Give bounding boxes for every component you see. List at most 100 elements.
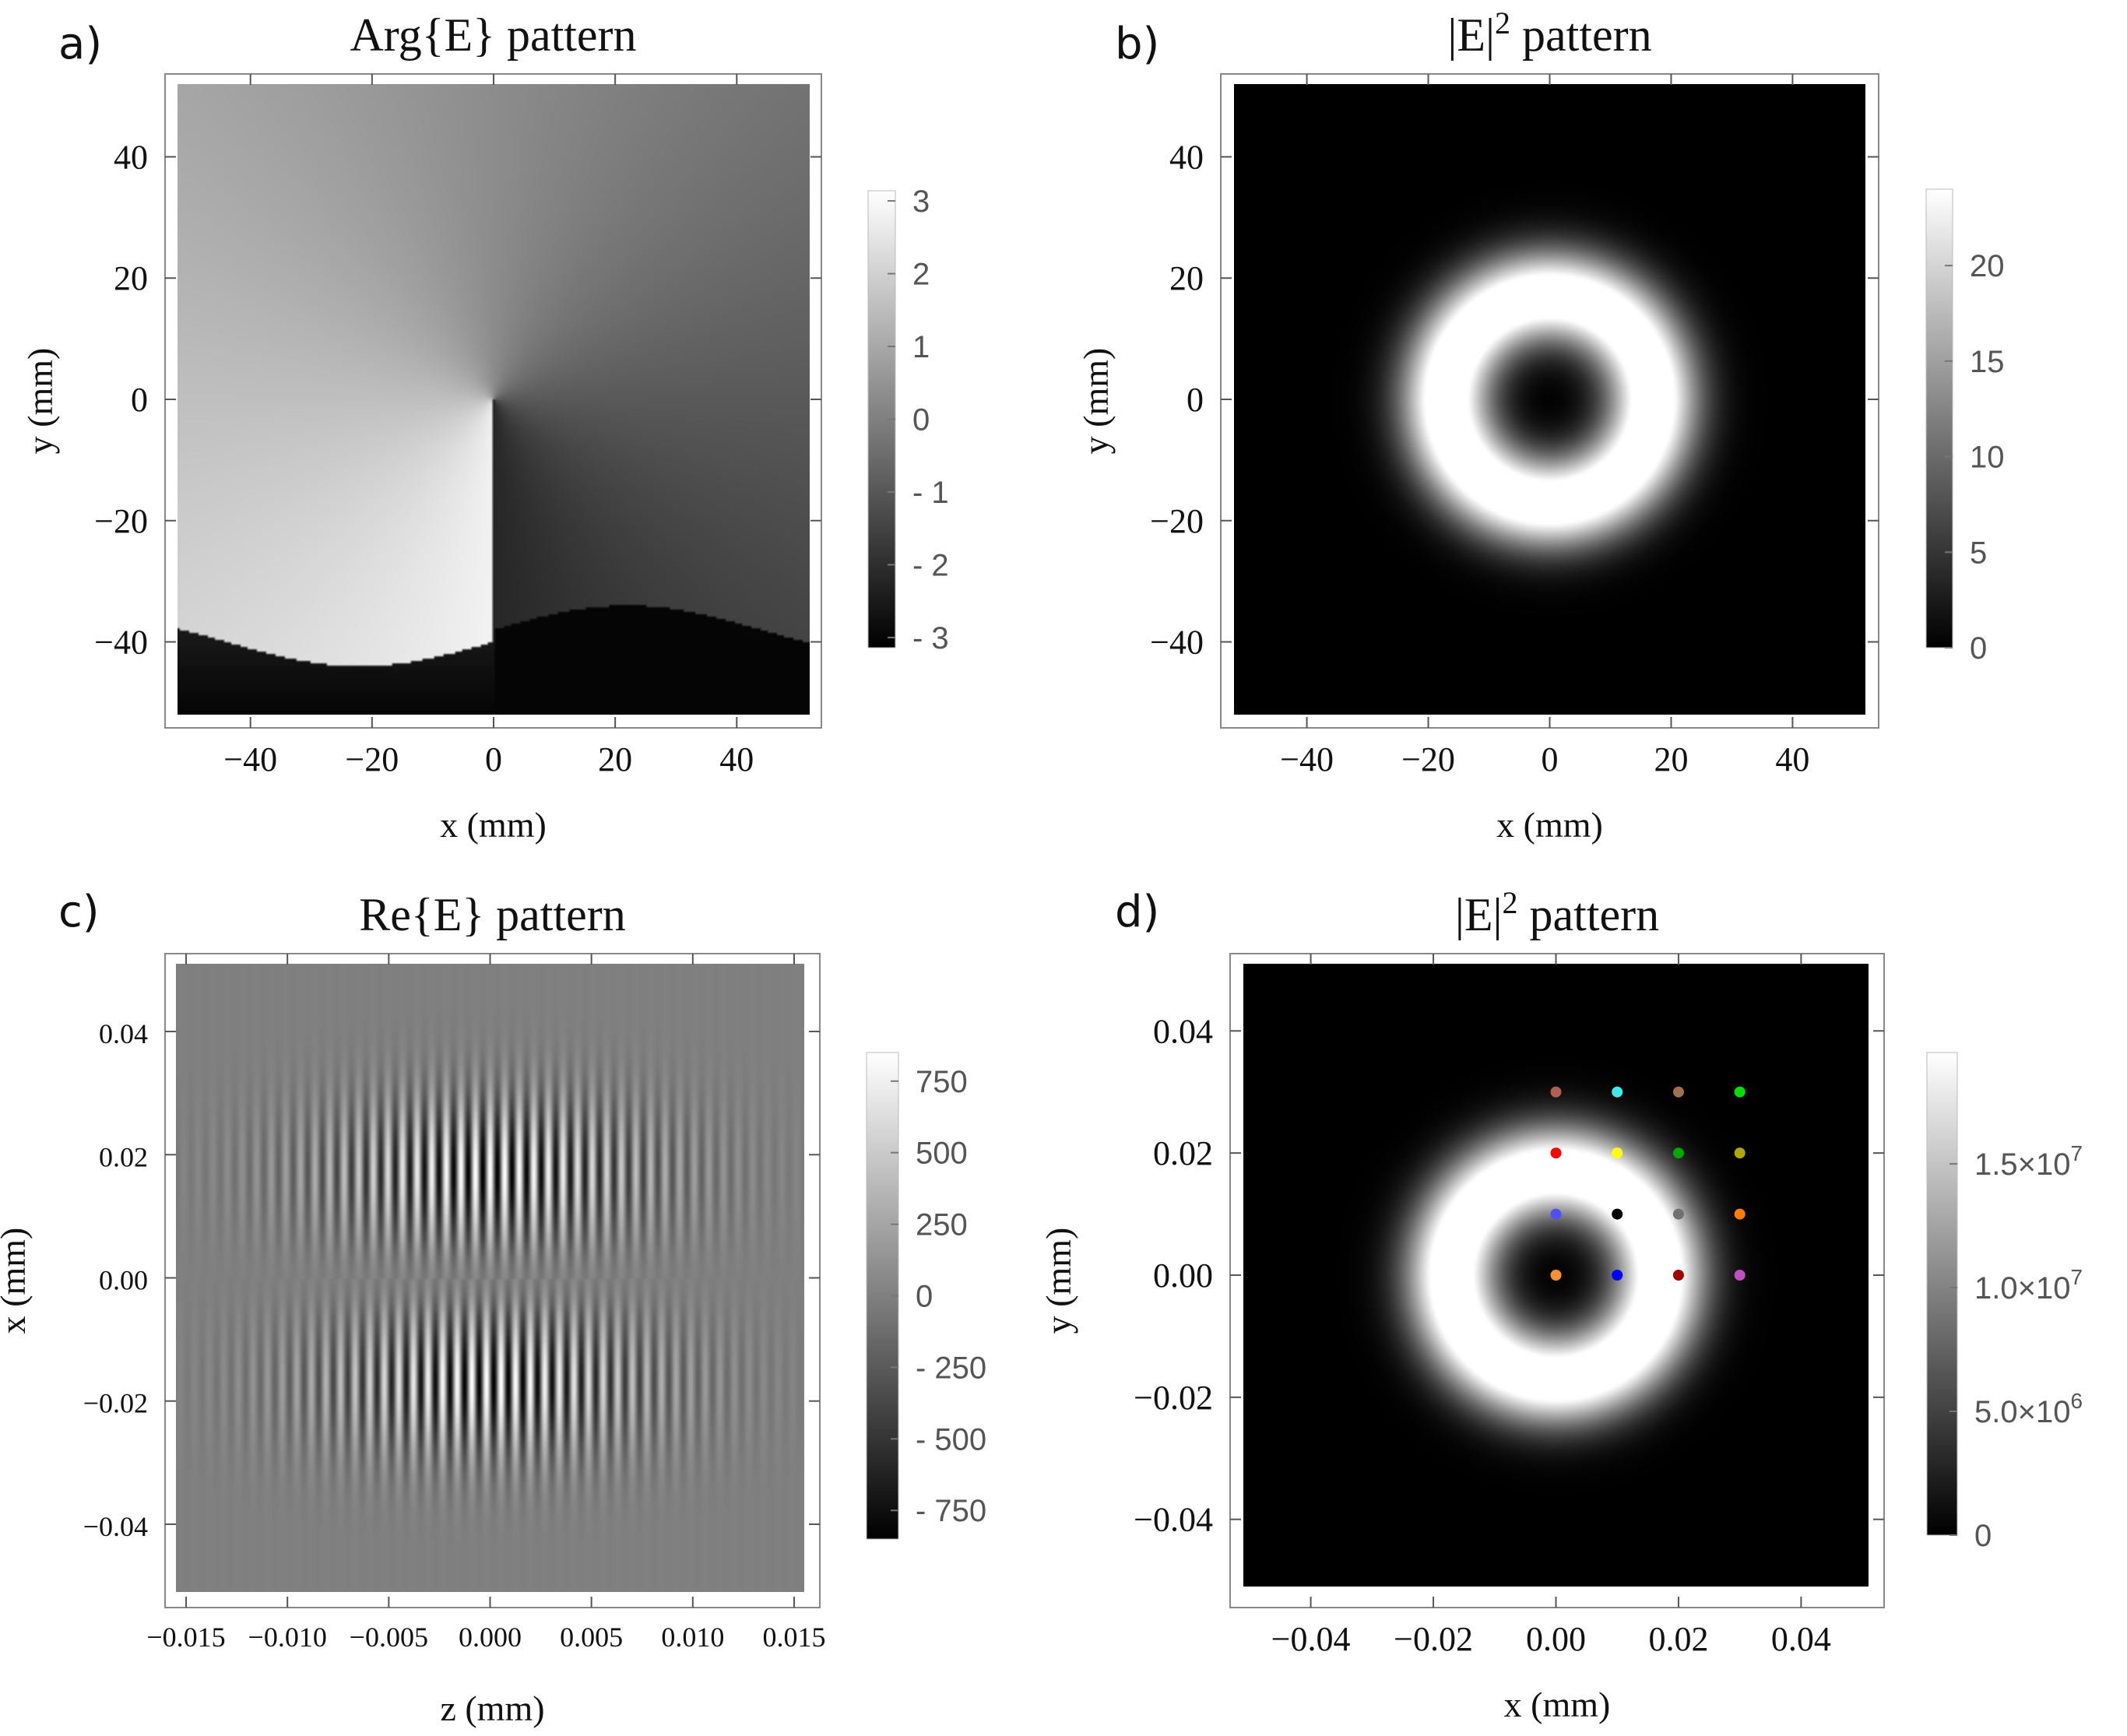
- x-tick-label: −0.015: [146, 1622, 225, 1653]
- colorbar-tick-text: 3: [912, 184, 930, 219]
- colorbar-tick-label: 20: [1970, 249, 2005, 283]
- y-tick-label: −0.04: [83, 1511, 148, 1542]
- y-tick-label: 40: [1169, 138, 1204, 176]
- y-axis-label: y (mm): [20, 348, 60, 455]
- colorbar-tick-label: 1.5×107: [1974, 1141, 2083, 1182]
- x-axis-label: x (mm): [1496, 805, 1603, 845]
- panel-title: |E|2 pattern: [1447, 5, 1651, 61]
- y-tick-label: 20: [114, 259, 148, 297]
- colorbar-tick-label: 250: [916, 1208, 968, 1242]
- colorbar-tick-label: 3: [912, 184, 930, 219]
- title-rest: pattern: [1518, 889, 1660, 940]
- x-tick-label: 40: [719, 740, 754, 778]
- colorbar-tick-label: - 250: [916, 1351, 986, 1385]
- x-tick-label: −0.04: [1271, 1620, 1351, 1658]
- title-superscript: 2: [1495, 5, 1510, 40]
- x-axis-label: x (mm): [1504, 1685, 1611, 1724]
- x-tick-label: −20: [1401, 740, 1455, 778]
- marker-point: [1672, 1147, 1684, 1159]
- x-tick-label: −0.010: [248, 1622, 327, 1653]
- colorbar-tick-text: 20: [1970, 249, 2005, 283]
- colorbar-tick-text: 1.5×10: [1974, 1147, 2070, 1182]
- panel-letter: a): [58, 19, 102, 69]
- y-tick-label: 20: [1169, 259, 1204, 297]
- colorbar-tick-label: 0: [1970, 631, 1987, 666]
- figure-panels: a) Arg{E} pattern−40 −20 0 20 4040200−20−40x …: [0, 5, 2083, 1728]
- heatmap-image: [176, 964, 804, 1592]
- title-main: |E|: [1447, 9, 1495, 61]
- x-axis-label: x (mm): [440, 805, 547, 845]
- y-tick-label: −40: [94, 624, 148, 662]
- x-axis-label: z (mm): [440, 1689, 544, 1728]
- colorbar-tick-label: 5.0×106: [1974, 1389, 2083, 1429]
- colorbar-tick-text: - 500: [916, 1422, 986, 1457]
- y-tick-label: 0.00: [1153, 1256, 1213, 1295]
- marker-point: [1734, 1086, 1746, 1098]
- colorbar-tick-text: 0: [912, 403, 930, 438]
- x-tick-label: 0.010: [661, 1622, 724, 1653]
- panel-title: Arg{E} pattern: [350, 9, 636, 61]
- panel-letter: d): [1115, 887, 1159, 937]
- colorbar-tick-text: 1: [912, 330, 930, 364]
- colorbar-tick-label: 0: [1974, 1519, 1992, 1553]
- colorbar-tick-text: 0: [1970, 631, 1987, 666]
- marker-point: [1612, 1270, 1623, 1281]
- colorbar-tick-label: 2: [912, 258, 930, 292]
- marker-point: [1734, 1208, 1746, 1220]
- x-tick-label: −0.005: [350, 1622, 428, 1653]
- y-tick-label: −0.04: [1134, 1501, 1213, 1539]
- colorbar-tick-exponent: 7: [2070, 1265, 2083, 1289]
- x-tick-label: 0.00: [1526, 1620, 1586, 1658]
- colorbar-tick-label: 500: [916, 1137, 968, 1171]
- y-tick-label: 0: [1187, 381, 1204, 419]
- y-tick-label: 0.00: [99, 1265, 148, 1296]
- colorbar: [1926, 1052, 1958, 1536]
- marker-point: [1672, 1086, 1684, 1098]
- panel-d: d) |E|2 pattern −0.04 −0.02 0.00 0.02 0.04 0.04…: [1039, 885, 2083, 1724]
- title-rest: pattern: [1510, 9, 1652, 61]
- x-tick-label: 0: [485, 740, 502, 778]
- marker-point: [1550, 1270, 1562, 1281]
- y-tick-label: −0.02: [1134, 1379, 1213, 1417]
- colorbar-tick-text: 0: [916, 1280, 933, 1314]
- colorbar-tick-text: - 750: [916, 1494, 986, 1528]
- x-tick-label: 20: [1654, 740, 1688, 778]
- x-tick-label: 0.005: [560, 1622, 623, 1653]
- y-tick-label: 0.04: [1153, 1012, 1213, 1050]
- marker-point: [1672, 1208, 1684, 1220]
- marker-point: [1612, 1147, 1623, 1159]
- panel-letter: b): [1115, 19, 1159, 69]
- marker-point: [1734, 1270, 1746, 1281]
- x-tick-label: 0.04: [1771, 1620, 1831, 1658]
- colorbar-tick-text: 0: [1974, 1519, 1992, 1553]
- colorbar-tick-text: 500: [916, 1137, 968, 1171]
- marker-point: [1550, 1147, 1562, 1159]
- colorbar-tick-label: 5: [1970, 536, 1987, 570]
- y-tick-label: −0.02: [83, 1388, 148, 1419]
- y-tick-label: 0: [131, 381, 148, 419]
- colorbar-tick-label: - 750: [916, 1494, 986, 1528]
- colorbar-tick-exponent: 7: [2070, 1141, 2083, 1165]
- marker-point: [1550, 1208, 1562, 1220]
- panel-title: |E|2 pattern: [1455, 885, 1659, 940]
- colorbar-tick-text: 5: [1970, 536, 1987, 570]
- x-tick-label: −0.02: [1394, 1620, 1473, 1658]
- y-axis-label: y (mm): [1076, 348, 1116, 455]
- x-tick-label: −40: [223, 740, 277, 778]
- y-tick-label: 0.04: [99, 1018, 148, 1049]
- colorbar-tick-label: 1: [912, 330, 930, 364]
- y-axis-label: x (mm): [0, 1228, 33, 1334]
- title-superscript: 2: [1503, 885, 1518, 920]
- y-tick-label: −20: [94, 502, 148, 540]
- colorbar-tick-text: 5.0×10: [1974, 1395, 2070, 1429]
- colorbar-tick-label: - 500: [916, 1422, 986, 1457]
- colorbar-tick-label: - 2: [912, 548, 949, 582]
- plot-frame: [164, 953, 821, 1608]
- y-axis-label: y (mm): [1039, 1228, 1078, 1334]
- colorbar-tick-label: - 3: [912, 621, 949, 655]
- colorbar-tick-label: 0: [916, 1280, 933, 1314]
- colorbar-tick-label: 1.0×107: [1974, 1265, 2083, 1306]
- marker-point: [1734, 1147, 1746, 1159]
